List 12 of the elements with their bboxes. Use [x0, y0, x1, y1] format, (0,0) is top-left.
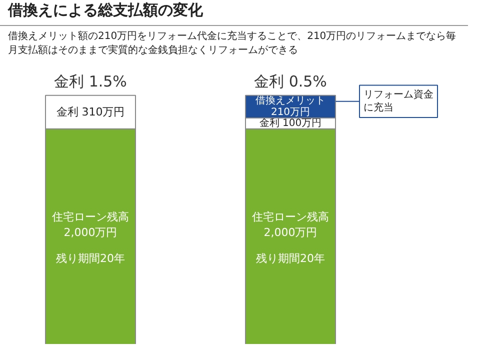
chart-title: 借換えによる総支払額の変化 [8, 0, 203, 21]
data-label: 金利 310万円 [56, 106, 125, 119]
data-label: 金利 100万円 [259, 116, 322, 129]
x-tick-label: 金利 1.5% [54, 72, 127, 90]
chart-subtitle: 借換えメリット額の210万円をリフォーム代金に充当することで、210万円のリフォームまでなら毎月支払額はそのままで実質的な金銭負担なくリフォームができる [8, 30, 458, 57]
annotation: リフォーム資金に充当 [364, 88, 434, 114]
data-label: 借換えメリット210万円 [256, 94, 326, 118]
data-label: 住宅ローン残高2,000万円 [252, 210, 329, 239]
x-tick-label: 金利 0.5% [254, 72, 327, 90]
annotation: 残り期間20年 [256, 252, 325, 266]
data-label: 住宅ローン残高2,000万円 [52, 210, 129, 239]
annotation: 残り期間20年 [56, 252, 125, 266]
